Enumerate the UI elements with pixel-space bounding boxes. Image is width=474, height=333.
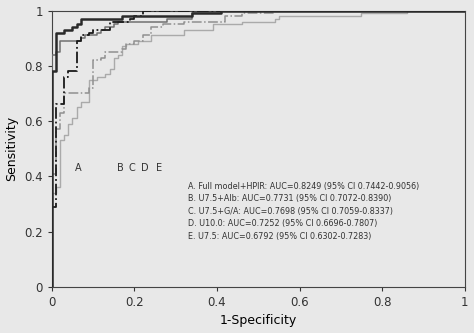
Text: B: B bbox=[117, 163, 123, 173]
Text: D: D bbox=[141, 163, 148, 173]
Y-axis label: Sensitivity: Sensitivity bbox=[6, 116, 18, 181]
Text: E: E bbox=[156, 163, 162, 173]
Text: C: C bbox=[129, 163, 136, 173]
Text: A: A bbox=[75, 163, 82, 173]
Text: A. Full model+HPIR: AUC=0.8249 (95% CI 0.7442-0.9056)
B. U7.5+Alb: AUC=0.7731 (9: A. Full model+HPIR: AUC=0.8249 (95% CI 0… bbox=[188, 182, 419, 241]
X-axis label: 1-Specificity: 1-Specificity bbox=[219, 314, 297, 327]
